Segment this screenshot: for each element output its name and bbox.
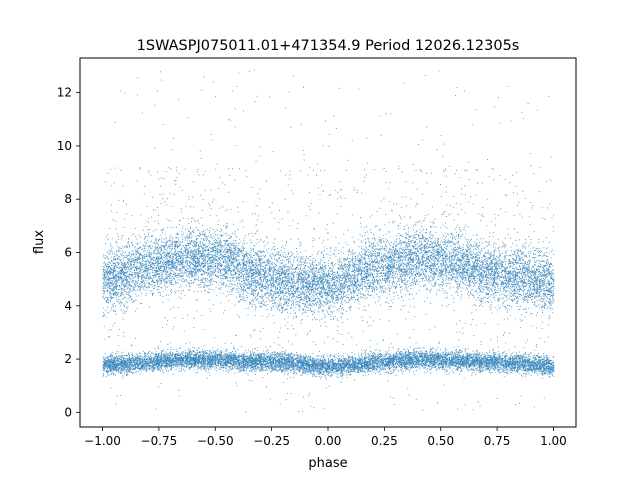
y-tick-label: 4 xyxy=(64,299,72,313)
x-tick-label: 0.50 xyxy=(427,434,454,448)
x-tick-label: −0.50 xyxy=(197,434,234,448)
x-tick-label: 1.00 xyxy=(540,434,567,448)
x-tick-label: −0.75 xyxy=(141,434,178,448)
x-axis-label: phase xyxy=(308,456,347,471)
x-tick-label: −1.00 xyxy=(84,434,121,448)
y-tick-label: 0 xyxy=(64,405,72,419)
y-tick-label: 6 xyxy=(64,245,72,259)
y-tick-label: 12 xyxy=(57,86,72,100)
y-tick-label: 10 xyxy=(57,139,72,153)
y-axis-ticks: 0 2 4 6 8 10 12 xyxy=(57,86,80,419)
chart-title: 1SWASPJ075011.01+471354.9 Period 12026.1… xyxy=(137,38,520,54)
x-tick-label: 0.25 xyxy=(371,434,398,448)
x-tick-label: 0.75 xyxy=(484,434,511,448)
x-tick-label: −0.25 xyxy=(253,434,290,448)
x-tick-label: 0.00 xyxy=(315,434,342,448)
y-axis-label: flux xyxy=(32,230,47,254)
y-tick-label: 8 xyxy=(64,192,72,206)
x-axis-ticks: −1.00 −0.75 −0.50 −0.25 0.00 0.25 0.50 0.75 1.00 xyxy=(84,427,567,448)
y-tick-label: 2 xyxy=(64,352,72,366)
